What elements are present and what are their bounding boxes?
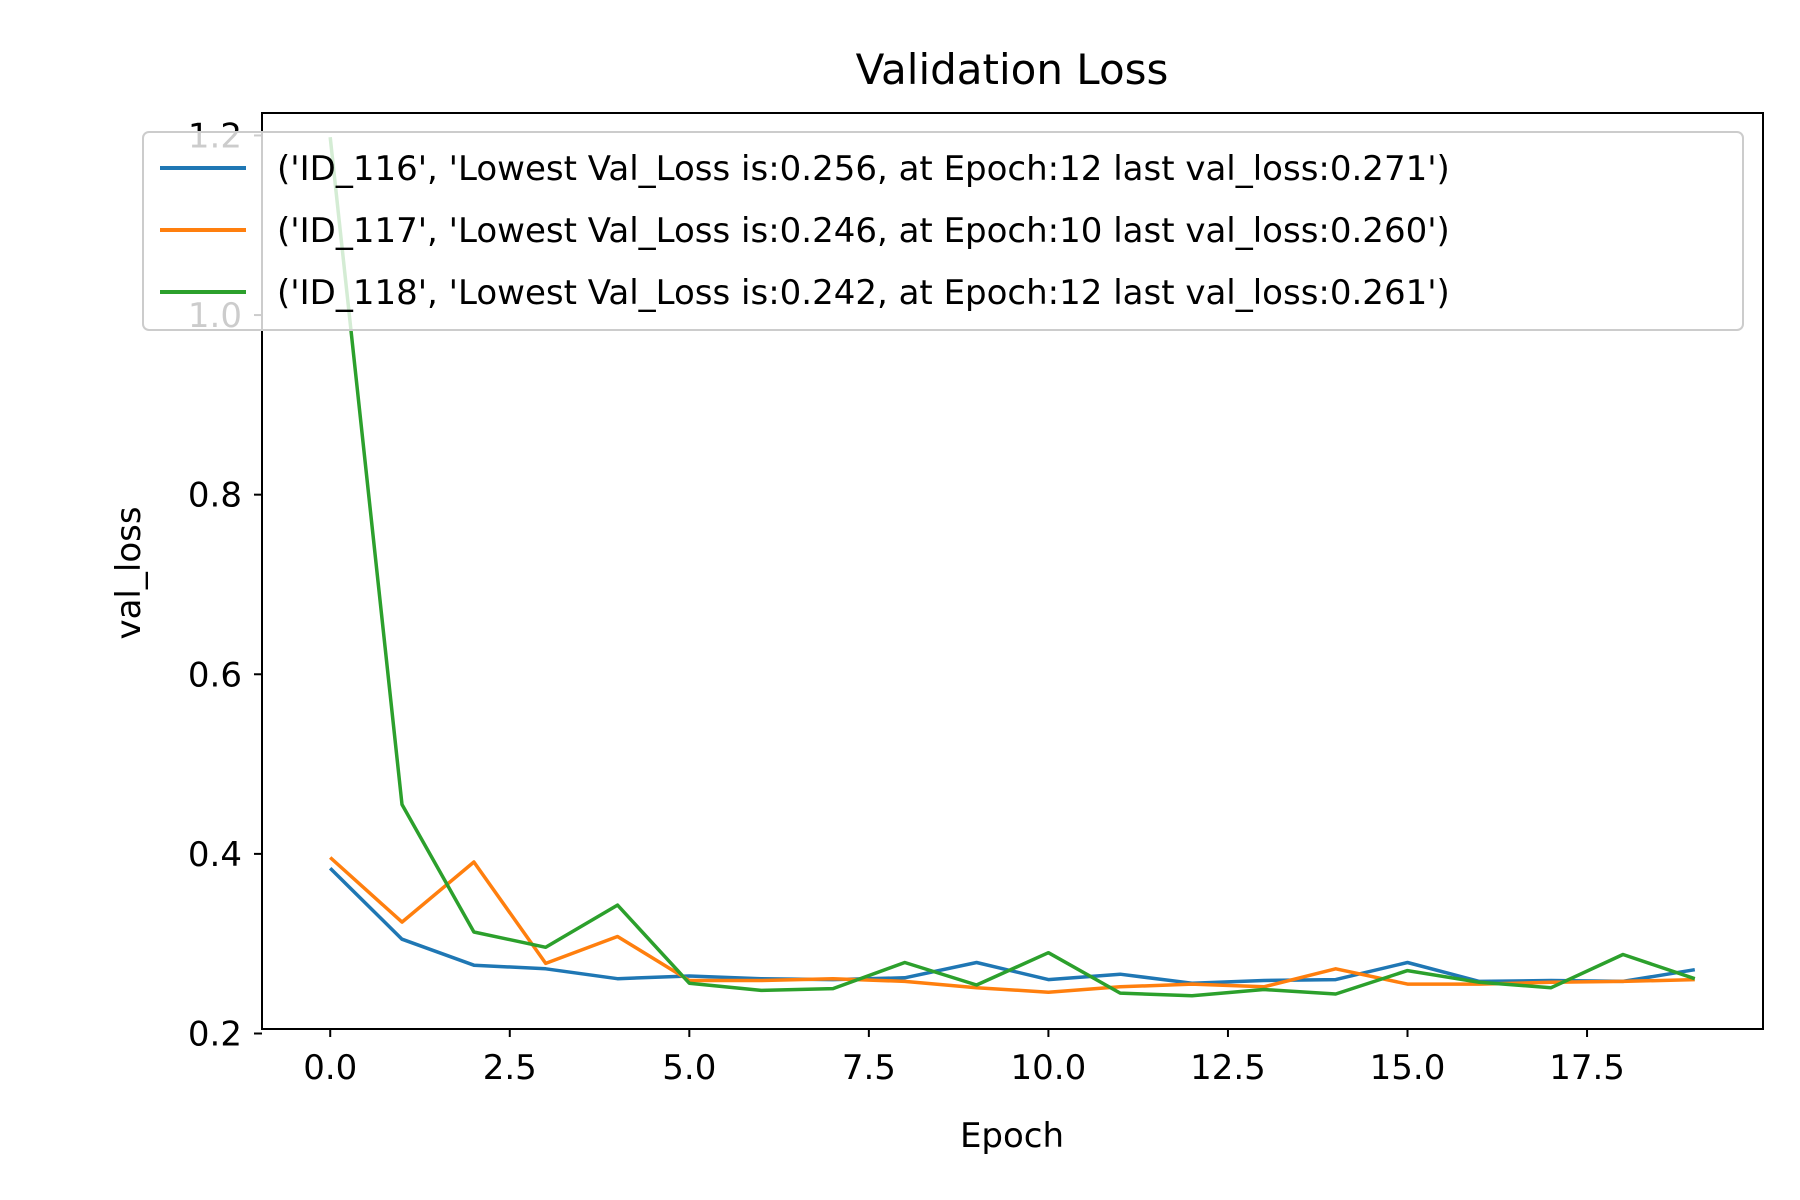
y-tick-label: 0.8 <box>188 476 242 516</box>
x-tick-label: 0.0 <box>303 1048 357 1088</box>
x-tick-label: 7.5 <box>842 1048 896 1088</box>
x-tick-label: 5.0 <box>662 1048 716 1088</box>
y-tick-label: 0.2 <box>188 1014 242 1054</box>
x-tick-label: 12.5 <box>1190 1048 1266 1088</box>
y-tick-label: 0.4 <box>188 835 242 875</box>
legend-label: ('ID_117', 'Lowest Val_Loss is:0.246, at… <box>277 211 1450 251</box>
chart-title: Validation Loss <box>856 45 1169 94</box>
series-line-2 <box>329 856 1695 994</box>
legend: ('ID_116', 'Lowest Val_Loss is:0.256, at… <box>142 131 1744 331</box>
y-tick-label: 0.6 <box>188 655 242 695</box>
x-axis-label: Epoch <box>960 1116 1064 1156</box>
series-line-3 <box>328 137 1696 998</box>
legend-label: ('ID_118', 'Lowest Val_Loss is:0.242, at… <box>277 273 1450 313</box>
legend-label: ('ID_116', 'Lowest Val_Loss is:0.256, at… <box>277 149 1450 189</box>
y-axis-label: val_loss <box>109 506 149 639</box>
x-tick-label: 15.0 <box>1370 1048 1446 1088</box>
series-line-1 <box>328 867 1696 985</box>
plot-area: 0.0 2.5 5.0 7.5 10.0 12.5 15.0 17.5 0.2 0.4 0.6 0.8… <box>188 112 1764 1088</box>
legend-box <box>142 131 1744 331</box>
axes-frame <box>261 112 1764 1030</box>
x-tick-label: 17.5 <box>1549 1048 1625 1088</box>
x-tick-label: 10.0 <box>1011 1048 1087 1088</box>
x-tick-label: 2.5 <box>483 1048 537 1088</box>
